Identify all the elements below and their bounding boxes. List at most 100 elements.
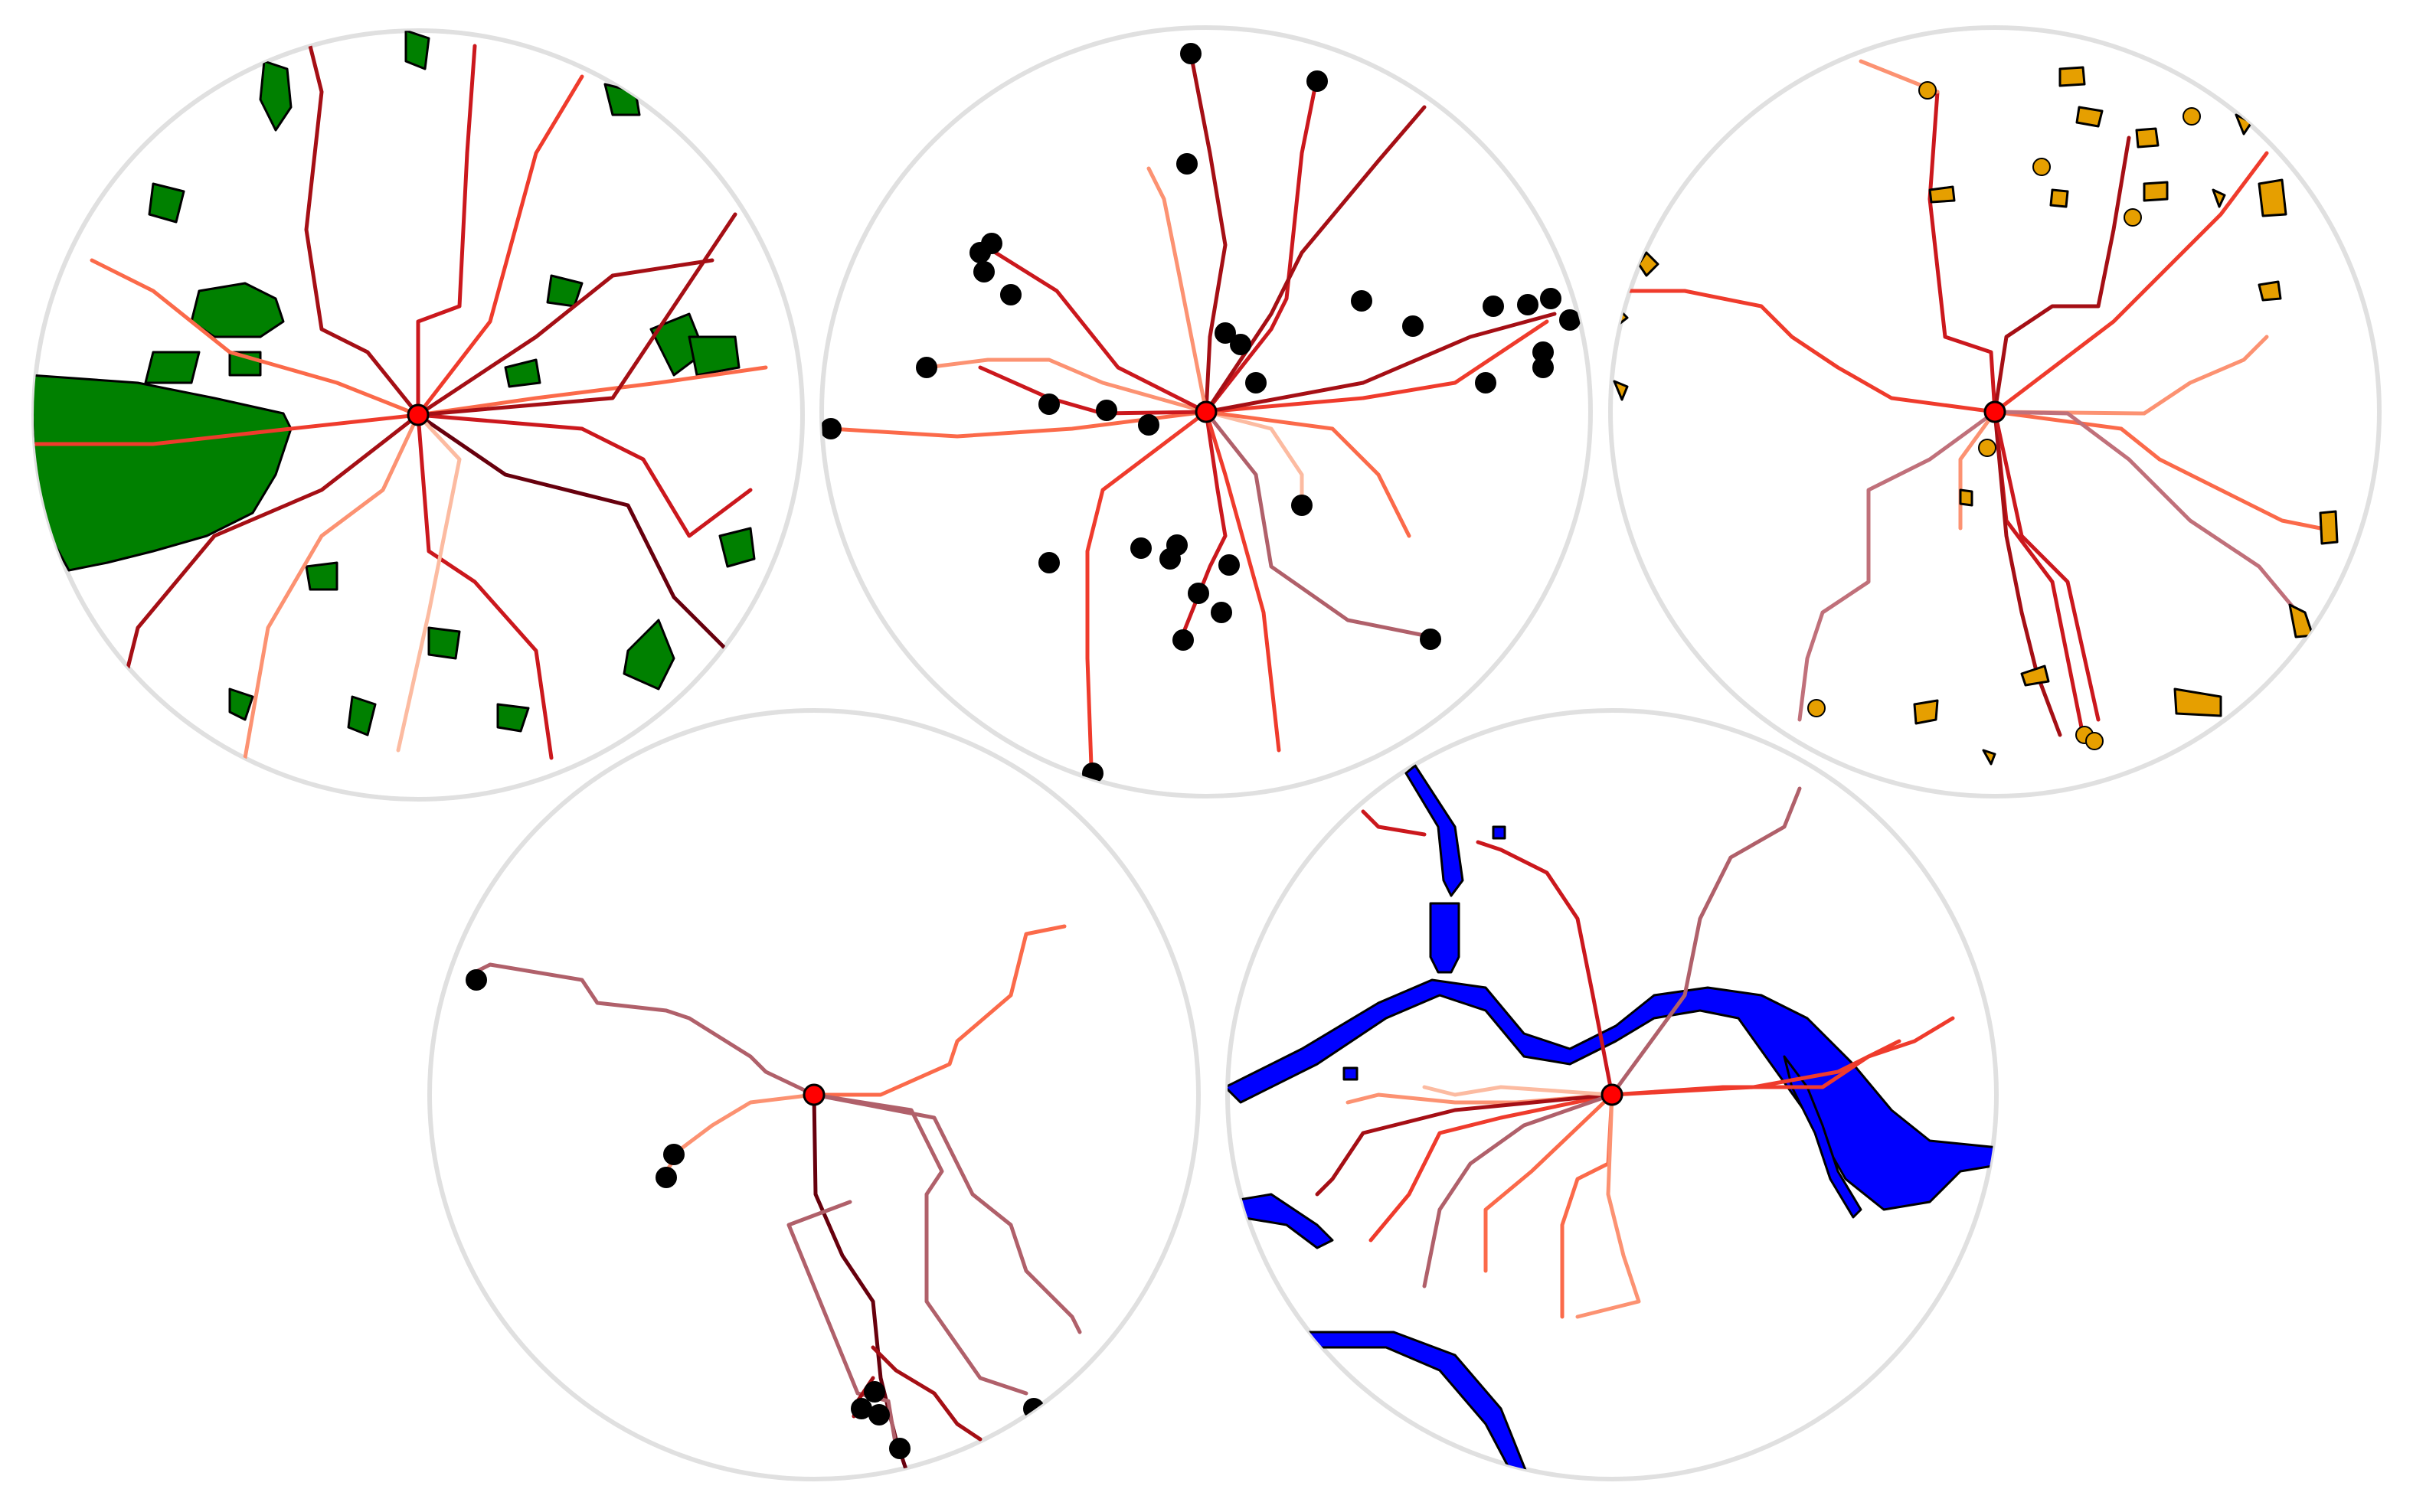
- route-line: [1476, 840, 1614, 1097]
- building-polygon: [1913, 699, 1939, 725]
- park-polygon: [259, 60, 293, 132]
- point-marker: [1483, 296, 1504, 317]
- point-marker: [1532, 357, 1554, 378]
- park-polygon: [190, 282, 285, 338]
- map-panel-parks: [31, 28, 805, 802]
- point-features: [822, 43, 1581, 784]
- route-line: [1204, 410, 1304, 508]
- park-polygon: [504, 358, 541, 388]
- building-centroid-marker: [2182, 107, 2201, 126]
- river-polygon: [1342, 1066, 1359, 1081]
- building-polygon: [2212, 188, 2226, 208]
- point-marker: [1188, 583, 1209, 604]
- route-line: [1204, 74, 1319, 414]
- route-line: [786, 1200, 898, 1449]
- building-polygon: [2058, 66, 2086, 87]
- route-line: [416, 74, 584, 417]
- panel-boundary: [1608, 25, 2382, 798]
- route-line: [416, 413, 554, 760]
- point-marker: [1215, 322, 1236, 344]
- river-polygon: [1783, 1055, 1862, 1219]
- park-polygon: [718, 527, 756, 568]
- route-line: [416, 413, 753, 538]
- point-marker: [1245, 372, 1267, 394]
- park-polygon: [546, 274, 584, 308]
- building-routes: [1610, 59, 2323, 737]
- point-marker: [822, 418, 842, 439]
- route-line: [812, 1092, 1082, 1334]
- building-centroid-marker: [2032, 158, 2051, 176]
- origin-marker: [407, 403, 430, 426]
- route-line: [1993, 335, 2269, 416]
- route-line: [812, 1092, 1028, 1396]
- route-line: [978, 365, 1208, 416]
- park-polygon: [148, 182, 185, 224]
- route-line: [472, 962, 816, 1097]
- route-line: [1146, 166, 1208, 414]
- building-centroid-marker: [1918, 81, 1937, 100]
- building-polygon: [2173, 687, 2222, 717]
- panel-boundary: [1225, 708, 1999, 1481]
- route-line: [1085, 410, 1208, 768]
- point-marker: [981, 233, 1002, 254]
- building-polygon: [1982, 749, 1996, 766]
- origin-marker: [1983, 400, 2006, 423]
- point-marker: [1159, 548, 1181, 570]
- route-line: [664, 1092, 816, 1174]
- park-polygon: [144, 351, 201, 384]
- route-line: [1422, 1092, 1614, 1288]
- point-marker: [1096, 400, 1117, 421]
- point-marker: [1176, 153, 1198, 175]
- route-line: [1993, 410, 2101, 722]
- route-line: [978, 243, 1208, 414]
- building-polygon: [2020, 665, 2050, 687]
- route-line: [871, 1345, 983, 1442]
- map-panel-water: [1225, 708, 1999, 1481]
- building-polygon: [2143, 181, 2169, 202]
- building-centroid-marker: [2085, 732, 2104, 750]
- panel-boundary: [819, 25, 1593, 798]
- river-polygon: [1228, 978, 1996, 1211]
- point-marker: [1130, 537, 1152, 559]
- route-line: [1204, 312, 1557, 414]
- route-line: [1610, 1039, 1901, 1097]
- route-line: [1610, 289, 1997, 414]
- building-polygon: [1613, 380, 1629, 401]
- route-line: [416, 212, 737, 417]
- route-line: [1993, 410, 2323, 531]
- building-centroid-marker: [2124, 208, 2142, 227]
- water-polygons: [1228, 764, 1996, 1479]
- route-line: [1204, 319, 1549, 414]
- river-polygon: [1492, 825, 1506, 840]
- route-line: [924, 358, 1208, 414]
- park-routes: [34, 31, 768, 760]
- route-line: [1560, 1092, 1614, 1319]
- building-polygon: [1959, 488, 1973, 507]
- route-line: [1610, 786, 1802, 1097]
- route-line: [1993, 410, 2300, 615]
- map-panel-sparse-points: [427, 708, 1201, 1481]
- route-line: [90, 258, 420, 417]
- origin-marker: [1600, 1083, 1623, 1106]
- route-line: [1204, 410, 1411, 538]
- water-routes: [1315, 786, 1955, 1319]
- building-centroid-marker: [1978, 439, 1996, 457]
- park-polygon: [623, 619, 675, 691]
- point-marker: [663, 1144, 685, 1165]
- building-polygon: [2258, 280, 2282, 302]
- route-line: [1368, 1092, 1614, 1243]
- point-marker: [1540, 288, 1561, 309]
- park-polygon: [427, 626, 461, 660]
- panel-boundary: [427, 708, 1201, 1481]
- point-marker: [868, 1404, 890, 1425]
- route-line: [416, 365, 768, 417]
- park-polygon: [404, 31, 430, 70]
- route-line: [1361, 809, 1427, 837]
- point-marker: [1420, 629, 1441, 650]
- route-line: [396, 413, 462, 753]
- building-polygon: [2258, 178, 2287, 217]
- building-polygon: [2135, 127, 2160, 149]
- route-line: [304, 31, 420, 417]
- point-marker: [466, 969, 487, 991]
